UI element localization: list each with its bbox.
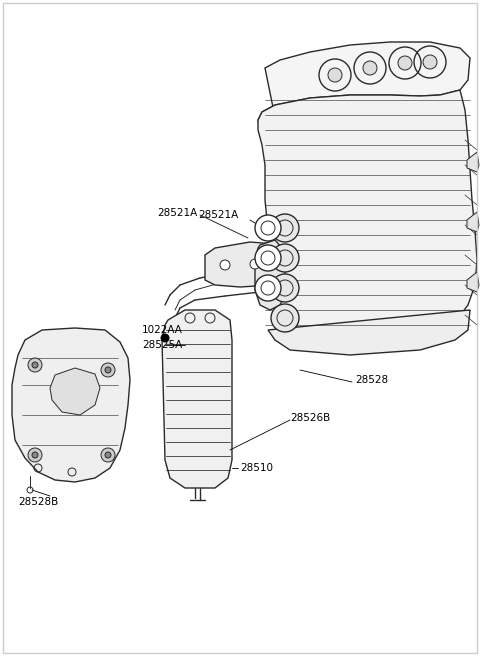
Polygon shape xyxy=(467,152,479,172)
Circle shape xyxy=(101,448,115,462)
Circle shape xyxy=(32,452,38,458)
Circle shape xyxy=(271,244,299,272)
Text: 28528B: 28528B xyxy=(18,497,58,507)
Text: 28526B: 28526B xyxy=(290,413,330,423)
Polygon shape xyxy=(258,90,477,345)
Circle shape xyxy=(423,55,437,69)
Text: 28510: 28510 xyxy=(240,463,273,473)
Circle shape xyxy=(32,362,38,368)
Text: 28525A: 28525A xyxy=(142,340,182,350)
Polygon shape xyxy=(258,42,470,142)
Text: 28521A: 28521A xyxy=(158,208,198,218)
Circle shape xyxy=(255,215,281,241)
Polygon shape xyxy=(255,240,285,310)
Polygon shape xyxy=(162,310,232,488)
Polygon shape xyxy=(205,242,278,287)
Text: 28521A: 28521A xyxy=(198,210,238,220)
Circle shape xyxy=(105,452,111,458)
Circle shape xyxy=(398,56,412,70)
Circle shape xyxy=(271,214,299,242)
Circle shape xyxy=(271,304,299,332)
Circle shape xyxy=(255,245,281,271)
Circle shape xyxy=(271,274,299,302)
Polygon shape xyxy=(467,212,479,232)
Circle shape xyxy=(328,68,342,82)
Polygon shape xyxy=(467,272,479,292)
Polygon shape xyxy=(12,328,130,482)
Circle shape xyxy=(220,260,230,270)
Circle shape xyxy=(28,448,42,462)
Polygon shape xyxy=(268,310,470,355)
Circle shape xyxy=(105,367,111,373)
Circle shape xyxy=(28,358,42,372)
Polygon shape xyxy=(50,368,100,415)
Text: 1022AA: 1022AA xyxy=(142,325,183,335)
Circle shape xyxy=(101,363,115,377)
Text: 28528: 28528 xyxy=(355,375,388,385)
Circle shape xyxy=(363,61,377,75)
Circle shape xyxy=(250,259,260,269)
Circle shape xyxy=(255,275,281,301)
Circle shape xyxy=(161,334,169,342)
